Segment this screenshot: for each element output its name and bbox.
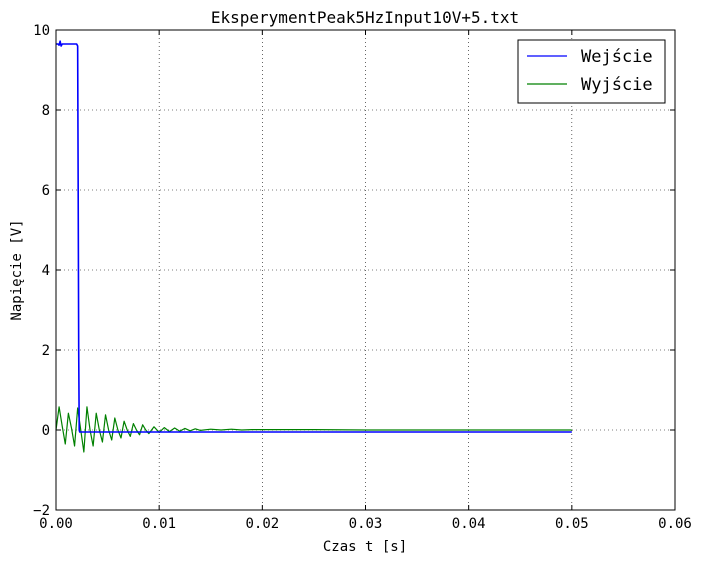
x-axis-label: Czas t [s] [323,539,407,555]
x-tick-label: 0.01 [142,516,176,532]
legend-label-wyjscie: Wyjście [581,75,653,95]
x-tick-label: 0.06 [658,516,692,532]
y-tick-label: 0 [42,423,50,439]
legend: Wejście Wyjście [517,39,666,104]
series-line-wejscie [56,40,572,433]
x-tick-label: 0.05 [555,516,589,532]
legend-label-wejscie: Wejście [581,47,653,67]
series-lines [55,40,572,453]
x-tick-label: 0.02 [245,516,279,532]
y-tick-label: 6 [42,183,50,199]
y-tick-label: 4 [42,263,50,279]
y-tick-label: −2 [33,503,50,519]
y-tick-label: 10 [33,23,50,39]
ticks: 0.00 0.01 0.02 0.03 0.04 0.05 0.06 −2 0 2 4 6 8 10 [33,23,692,532]
x-tick-label: 0.04 [452,516,486,532]
legend-box [517,39,666,104]
x-tick-label: 0.03 [349,516,383,532]
y-tick-label: 8 [42,103,50,119]
y-axis-label: Napięcie [V] [9,219,25,320]
y-tick-label: 2 [42,343,50,359]
x-tick-label: 0.00 [39,516,73,532]
chart-title: EksperymentPeak5HzInput10V+5.txt [211,8,519,27]
